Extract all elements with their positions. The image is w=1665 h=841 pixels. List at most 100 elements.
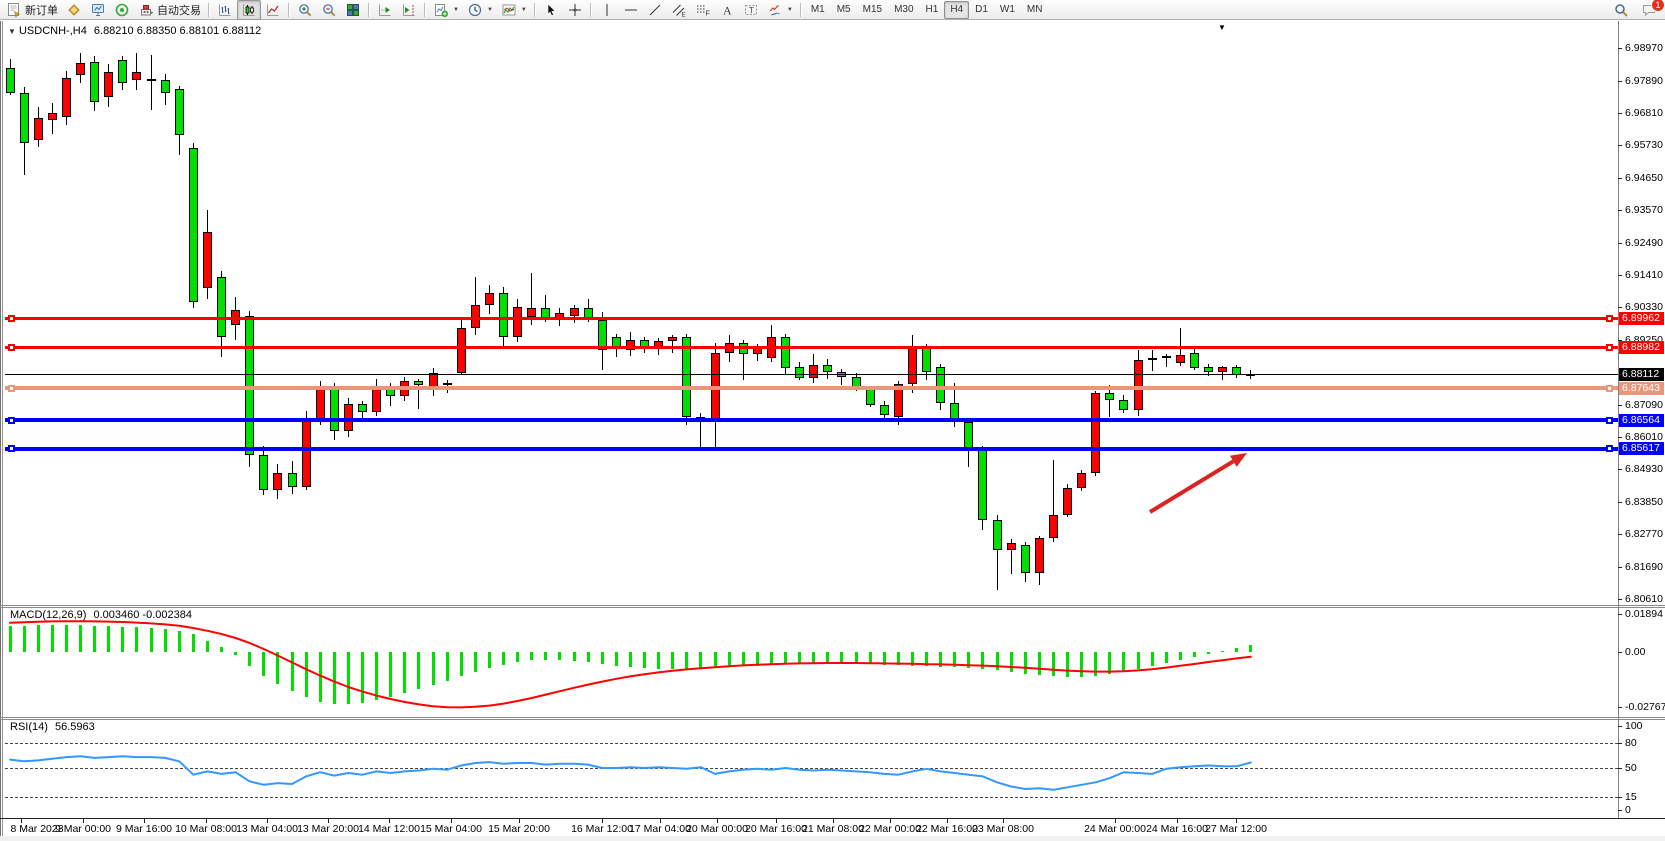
macd-tick-label: -0.027675 xyxy=(1625,701,1665,714)
chart-dropdown-icon[interactable]: ▼ xyxy=(8,27,16,36)
macd-histogram-bar xyxy=(290,652,294,691)
timeframe-w1-button[interactable]: W1 xyxy=(999,4,1015,15)
line-handle[interactable] xyxy=(1606,315,1613,322)
search-button[interactable] xyxy=(1609,0,1633,20)
line-handle[interactable] xyxy=(1606,416,1613,424)
price-level-line[interactable] xyxy=(5,386,1618,391)
equidistant-channel-button[interactable]: E xyxy=(667,0,691,20)
candle xyxy=(470,305,480,328)
market-button[interactable] xyxy=(62,0,86,20)
macd-histogram-bar xyxy=(1164,652,1168,663)
line-handle[interactable] xyxy=(1606,445,1613,453)
signals-button[interactable] xyxy=(110,0,134,20)
line-chart-button[interactable] xyxy=(261,0,285,20)
new-chart-button[interactable]: ▼ xyxy=(429,0,463,20)
macd-histogram-bar xyxy=(727,652,731,668)
macd-histogram-bar xyxy=(262,652,266,676)
candle xyxy=(1034,537,1044,573)
timeframe-d1-button[interactable]: D1 xyxy=(975,4,988,15)
price-tick-label: 6.93570 xyxy=(1625,204,1663,217)
auto-trading-button[interactable]: 自动交易 xyxy=(134,0,205,20)
macd-histogram-bar xyxy=(149,628,153,652)
candle-wick xyxy=(996,515,998,591)
price-tick xyxy=(1618,145,1622,147)
macd-histogram-bar xyxy=(459,652,463,677)
vertical-line-button[interactable] xyxy=(595,0,619,20)
main-chart-plot[interactable] xyxy=(5,22,1618,605)
zoom-in-button[interactable] xyxy=(293,0,317,20)
candle xyxy=(1147,357,1157,360)
macd-histogram-bar xyxy=(205,641,209,652)
cursor-button[interactable] xyxy=(539,0,563,20)
rsi-panel[interactable] xyxy=(5,720,1618,818)
candle xyxy=(118,59,128,84)
rsi-tick xyxy=(1618,742,1622,744)
candle xyxy=(188,148,198,303)
candle xyxy=(513,307,523,337)
line-handle[interactable] xyxy=(8,416,15,424)
price-level-line[interactable] xyxy=(5,418,1618,423)
candle-chart-button[interactable] xyxy=(237,0,261,20)
candle xyxy=(1105,392,1115,400)
candle xyxy=(146,78,156,81)
line-handle[interactable] xyxy=(8,445,15,453)
text-label-button[interactable]: T xyxy=(739,0,763,20)
text-button[interactable]: A xyxy=(715,0,739,20)
timeframe-m5-button[interactable]: M5 xyxy=(836,4,851,15)
line-handle[interactable] xyxy=(8,344,15,352)
candle xyxy=(1161,356,1171,359)
publisher-button[interactable] xyxy=(86,0,110,20)
macd-histogram-bar xyxy=(1192,652,1196,657)
line-handle[interactable] xyxy=(8,315,15,322)
candle-wick xyxy=(1151,350,1153,372)
price-tick xyxy=(1618,339,1622,341)
price-level-line[interactable] xyxy=(5,373,1618,375)
timeframe-m1-button[interactable]: M1 xyxy=(810,4,825,15)
price-level-line[interactable] xyxy=(5,346,1618,350)
clock-icon xyxy=(468,3,482,16)
bar-chart-button[interactable] xyxy=(213,0,237,20)
line-handle[interactable] xyxy=(8,384,15,392)
auto-scroll-button[interactable] xyxy=(373,0,397,20)
candle xyxy=(358,404,367,412)
profiles-button[interactable]: ▼ xyxy=(463,0,497,20)
arrows-button[interactable]: ▼ xyxy=(763,0,797,20)
notifications-button[interactable]: 1 xyxy=(1637,0,1665,20)
trend-arrow-annotation[interactable] xyxy=(1148,459,1235,514)
svg-text:E: E xyxy=(681,12,685,18)
candle xyxy=(809,365,819,379)
time-tick-label: 15 Mar 20:00 xyxy=(488,823,550,835)
timeframe-h4-button[interactable]: H4 xyxy=(944,0,970,19)
line-handle[interactable] xyxy=(1606,384,1613,392)
gold-icon xyxy=(68,3,80,16)
macd-histogram-bar xyxy=(798,652,802,664)
candles-icon xyxy=(243,4,255,16)
line-handle[interactable] xyxy=(1606,344,1613,352)
price-level-line[interactable] xyxy=(5,317,1618,320)
trendline-button[interactable] xyxy=(643,0,667,20)
timeframe-m15-button[interactable]: M15 xyxy=(862,4,883,15)
crosshair-button[interactable] xyxy=(563,0,587,20)
price-tick xyxy=(1618,242,1622,244)
candle xyxy=(287,473,297,488)
timeframe-m30-button[interactable]: M30 xyxy=(894,4,914,15)
price-level-line[interactable] xyxy=(5,446,1618,451)
timeframe-h1-button[interactable]: H1 xyxy=(925,4,939,15)
zoom-out-button[interactable] xyxy=(317,0,341,20)
macd-histogram-bar xyxy=(1178,652,1182,660)
macd-tick-label: 0.00 xyxy=(1625,646,1646,658)
candle xyxy=(1063,488,1072,516)
candle-wick xyxy=(1109,384,1111,417)
horizontal-line-button[interactable] xyxy=(619,0,643,20)
fibonacci-button[interactable]: F xyxy=(691,0,715,20)
new-order-button[interactable]: 新订单 xyxy=(2,0,62,20)
timeframe-mn-button[interactable]: MN xyxy=(1026,4,1043,15)
macd-histogram-bar xyxy=(248,652,252,666)
indicators-button[interactable]: ▼ xyxy=(497,0,531,20)
tile-windows-button[interactable] xyxy=(341,0,365,20)
macd-tick-label: 0.01894 xyxy=(1625,608,1663,621)
time-tick xyxy=(833,819,834,823)
chart-shift-marker[interactable]: ▼ xyxy=(1218,23,1226,32)
chart-shift-button[interactable] xyxy=(397,0,421,20)
price-tick xyxy=(1618,210,1622,212)
